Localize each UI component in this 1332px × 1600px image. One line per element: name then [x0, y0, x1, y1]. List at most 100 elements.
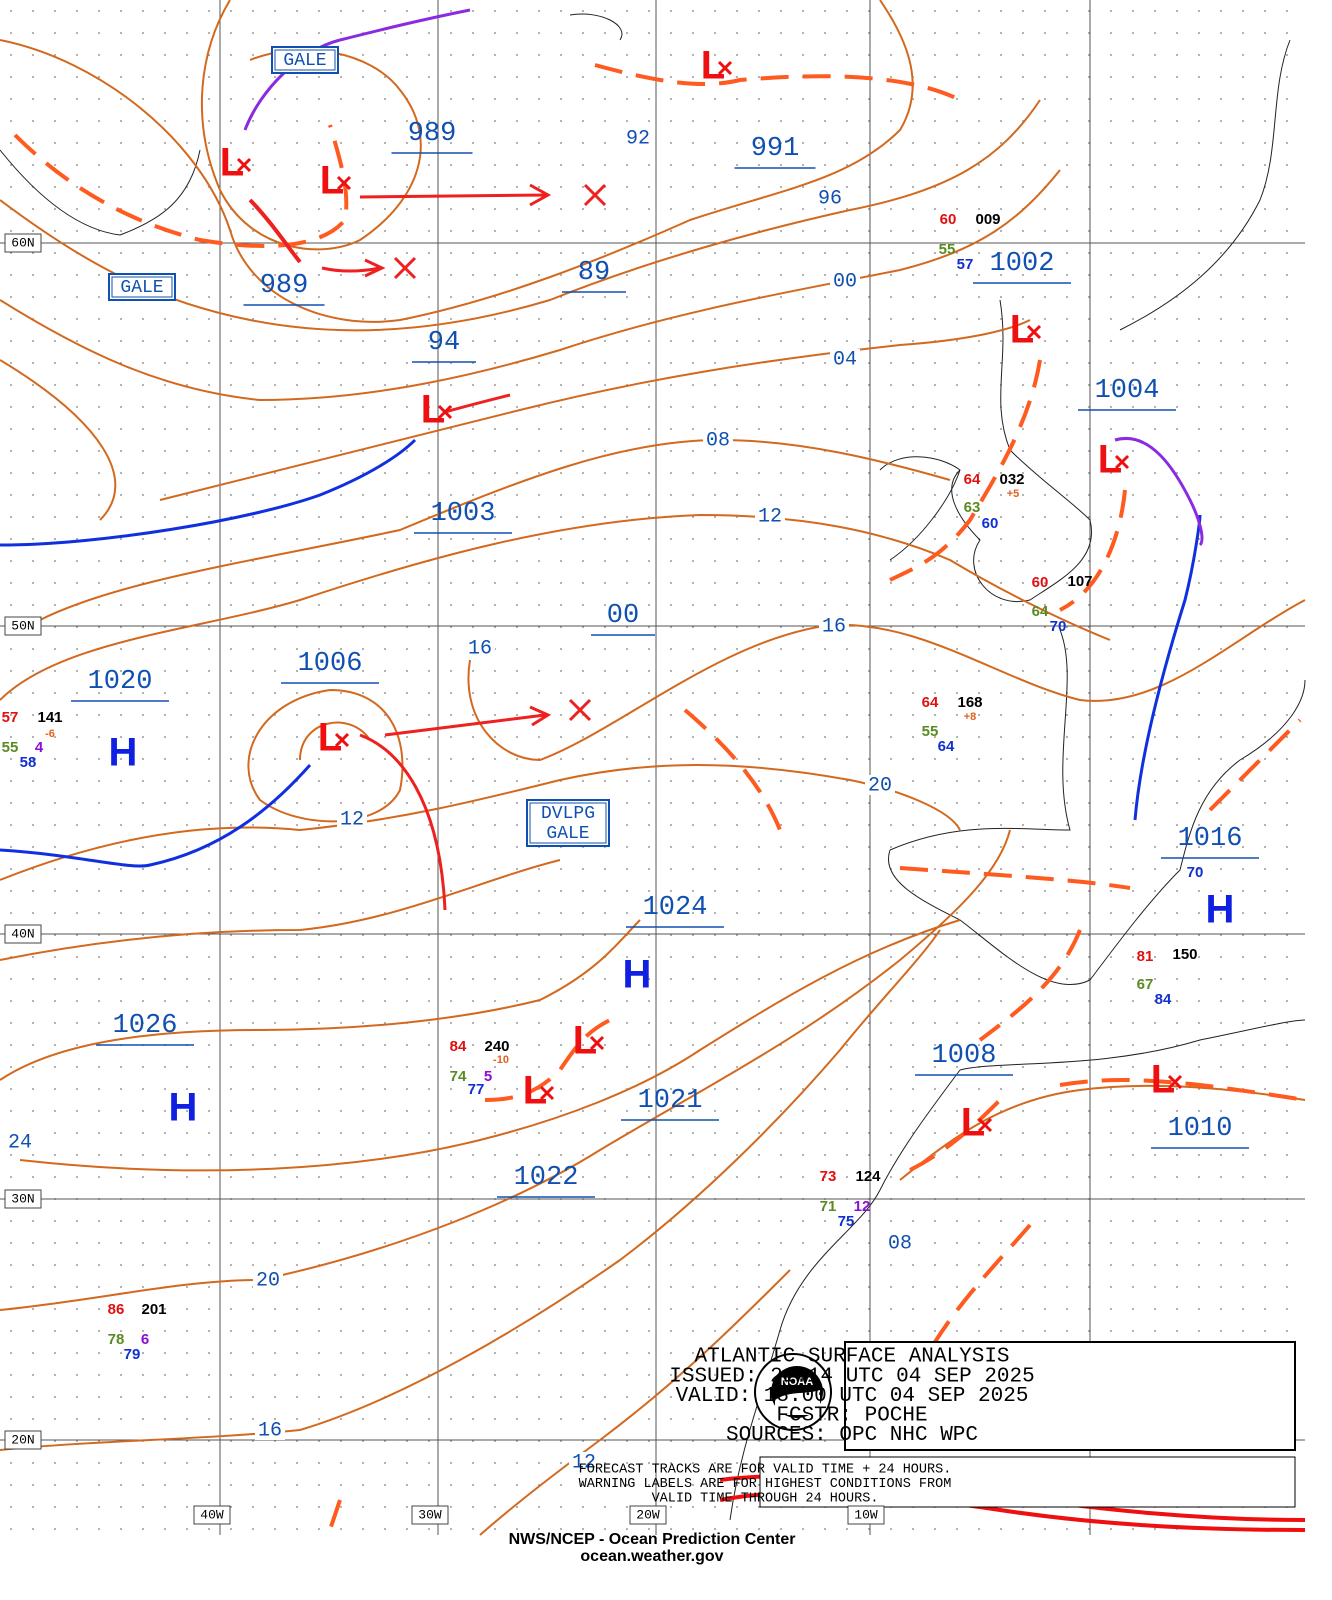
station-value: 5	[484, 1068, 492, 1085]
station-value: 55	[922, 723, 939, 740]
grid-label: 50N	[11, 618, 34, 633]
isobar-label-bg	[830, 349, 860, 369]
station-value: 70	[1187, 864, 1204, 881]
station-value: 4	[35, 739, 44, 756]
station-value: 75	[838, 1213, 855, 1230]
low-x	[717, 60, 733, 76]
station-value: 009	[975, 211, 1000, 228]
warning-box-inner	[529, 802, 607, 844]
pressure-label: 1010	[1168, 1114, 1233, 1144]
station-value: 150	[1172, 946, 1197, 963]
station-value: 84	[450, 1038, 467, 1055]
isobar-label-bg	[755, 506, 785, 526]
isobar-label: 12	[340, 808, 364, 831]
low-x	[236, 157, 252, 173]
warning-label: GALE	[120, 278, 163, 298]
station-value: 240	[484, 1038, 509, 1055]
grid-label: 30W	[418, 1507, 442, 1522]
footer-url: ocean.weather.gov	[580, 1548, 723, 1565]
grid-label-box	[4, 924, 42, 944]
isobar-label: 24	[8, 1131, 32, 1154]
grid-label-box	[4, 1430, 42, 1450]
isobar-label-bg	[703, 430, 733, 450]
station-value: 124	[855, 1168, 881, 1185]
pressure-label: 1026	[113, 1011, 178, 1041]
warning-box	[526, 799, 610, 847]
isobar-label-bg	[815, 188, 845, 208]
station-value: 58	[20, 754, 37, 771]
grid-label: 30N	[11, 1191, 34, 1206]
isobar-label: 00	[833, 270, 857, 293]
isobar-label: 20	[868, 774, 892, 797]
station-value: 55	[939, 241, 956, 258]
pressure-label: 1022	[514, 1163, 579, 1193]
pressure-label: 00	[607, 601, 639, 631]
station-value: 57	[957, 256, 974, 273]
station-value: 64	[922, 694, 939, 711]
fronts-and-troughs	[0, 8, 1306, 1536]
analysis-line: SOURCES: OPC NHC WPC	[726, 1424, 978, 1447]
station-value: -10	[493, 1054, 509, 1066]
isobar-label-bg	[255, 1420, 285, 1440]
isobar-label-bg	[465, 638, 495, 658]
low-x	[437, 404, 453, 420]
note-line: VALID TIME THROUGH 24 HOURS.	[652, 1492, 879, 1507]
station-value: 141	[37, 709, 62, 726]
station-value: 64	[1032, 603, 1049, 620]
station-value: 78	[108, 1331, 125, 1348]
coastlines	[0, 13, 1306, 1521]
warning-box	[271, 46, 339, 74]
low-x	[1026, 324, 1042, 340]
isobar-label: 04	[833, 348, 857, 371]
grid-label-box	[4, 616, 42, 636]
warning-box-inner	[111, 276, 173, 298]
analysis-line: ISSUED: 21:14 UTC 04 SEP 2025	[669, 1366, 1034, 1389]
isobar-label: 12	[572, 1451, 596, 1474]
info-panel	[754, 1341, 1296, 1508]
pressure-label: 989	[260, 271, 309, 301]
station-value: 57	[2, 709, 19, 726]
grid-label-box	[4, 1189, 42, 1209]
station-value: 032	[999, 471, 1024, 488]
low-x	[1114, 454, 1130, 470]
isobar-label: 96	[818, 187, 842, 210]
analysis-title: ATLANTIC SURFACE ANALYSIS	[694, 1346, 1009, 1369]
isobar-label: 16	[822, 615, 846, 638]
pressure-label: 989	[408, 119, 457, 149]
warning-label: GALE	[546, 824, 589, 844]
isobar-label: 16	[468, 637, 492, 660]
station-value: 71	[820, 1198, 837, 1215]
isobar-label-bg	[623, 128, 653, 148]
footer-agency: NWS/NCEP - Ocean Prediction Center	[509, 1531, 796, 1548]
pressure-label: 991	[751, 134, 800, 164]
isobar-label: 92	[626, 127, 650, 150]
isobar-label: 16	[258, 1419, 282, 1442]
station-value: +5	[1007, 488, 1020, 500]
warning-label: GALE	[283, 51, 326, 71]
station-value: 73	[820, 1168, 837, 1185]
grid-label-box	[4, 233, 42, 253]
pressure-label: 94	[428, 328, 460, 358]
grid-label-box	[629, 1505, 667, 1525]
station-value: 60	[982, 515, 999, 532]
station-value: 84	[1155, 991, 1172, 1008]
station-value: +8	[964, 711, 977, 723]
low-x	[336, 175, 352, 191]
high-center: H	[623, 953, 652, 997]
pressure-label: 1004	[1095, 376, 1160, 406]
isobar-label-bg	[865, 775, 895, 795]
station-value: 77	[468, 1081, 485, 1098]
station-value: 64	[964, 471, 981, 488]
high-center: H	[109, 731, 138, 775]
station-value: 107	[1067, 573, 1092, 590]
pressure-label: 1008	[932, 1041, 997, 1071]
note-line: WARNING LABELS ARE FOR HIGHEST CONDITION…	[579, 1477, 952, 1492]
pressure-label: 1024	[643, 893, 708, 923]
isobar-label-bg	[253, 1270, 283, 1290]
station-value: 81	[1137, 948, 1154, 965]
station-value: 63	[964, 499, 981, 516]
warning-label: DVLPG	[541, 804, 595, 824]
labels: 60N 50N 40N 30N 20N 40W 30W 20W 10W 989 991 989 89 94…	[2, 44, 1259, 1565]
isobar-label: 12	[758, 505, 782, 528]
station-value: 67	[1137, 976, 1154, 993]
